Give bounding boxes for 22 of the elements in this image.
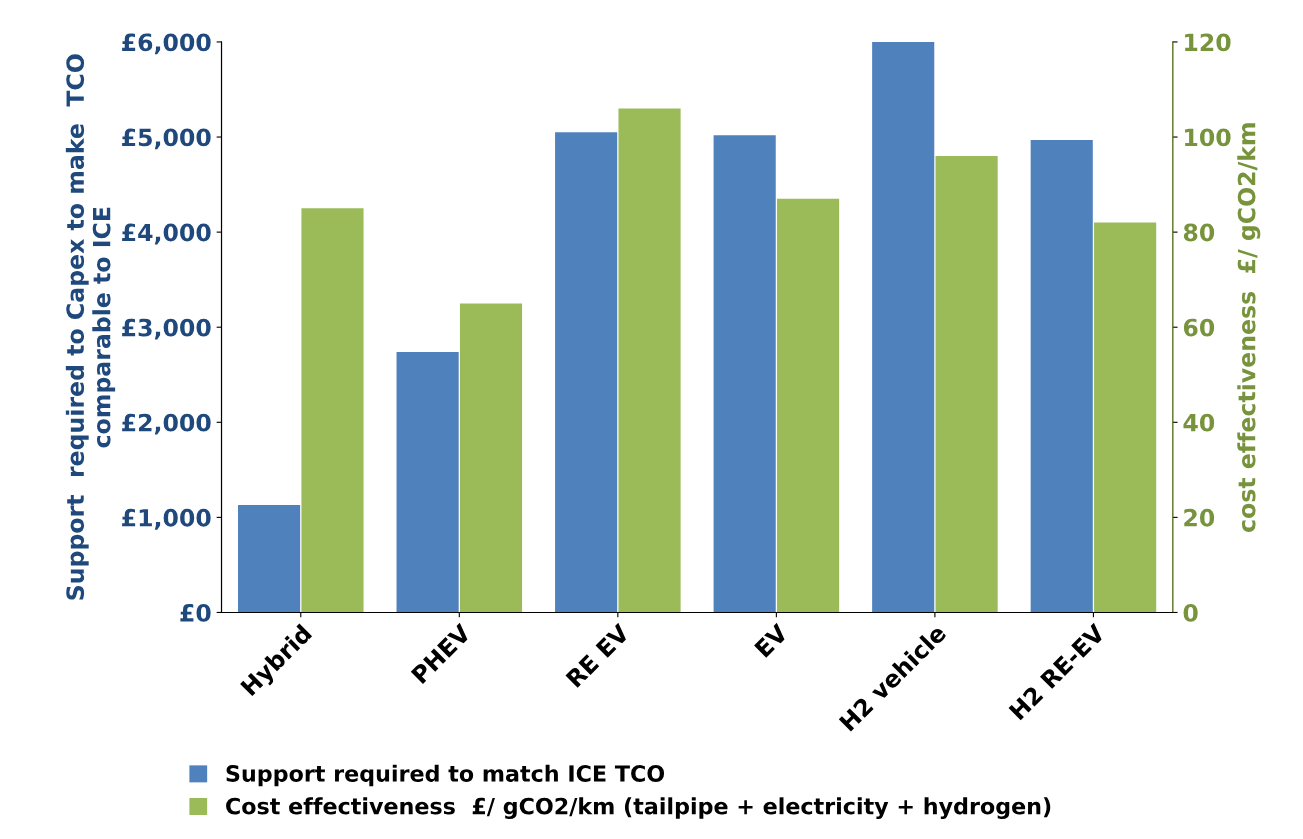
y2-tick-label: 120 [1185, 33, 1231, 52]
y2-tick-label: 0 [1183, 603, 1198, 622]
y-tick-label: £6,000 [122, 33, 211, 55]
y-tick-label: £5,000 [122, 128, 211, 150]
x-tick-label: RE EV [565, 622, 631, 688]
legend-label: Support required to match ICE TCO [226, 764, 665, 787]
bar [238, 505, 301, 613]
y2-tick-label: 20 [1184, 508, 1215, 527]
y2-tick-label: 60 [1183, 318, 1215, 337]
y-tick-label: £4,000 [122, 223, 211, 245]
y-tick-label: £2,000 [122, 413, 211, 435]
y2-tick-label: 100 [1185, 128, 1231, 147]
y-tick-label: £0 [180, 603, 211, 622]
y-axis-title: Support required to Capex to make TCO comparable to ICE [65, 54, 116, 600]
y2-tick-label: 80 [1183, 223, 1215, 242]
y-tick-label: £3,000 [122, 318, 211, 340]
y2-tick-label: 40 [1183, 413, 1215, 432]
x-tick-label: EV [754, 622, 789, 658]
y-tick-label: £1,000 [122, 508, 211, 530]
y2-axis-title: cost effectiveness £/ gCO2/km [1237, 123, 1261, 532]
bar [301, 208, 364, 613]
legend-label: Cost effectiveness £/ gCO2/km (tailpipe + electricity + hydrogen) [226, 797, 1051, 819]
